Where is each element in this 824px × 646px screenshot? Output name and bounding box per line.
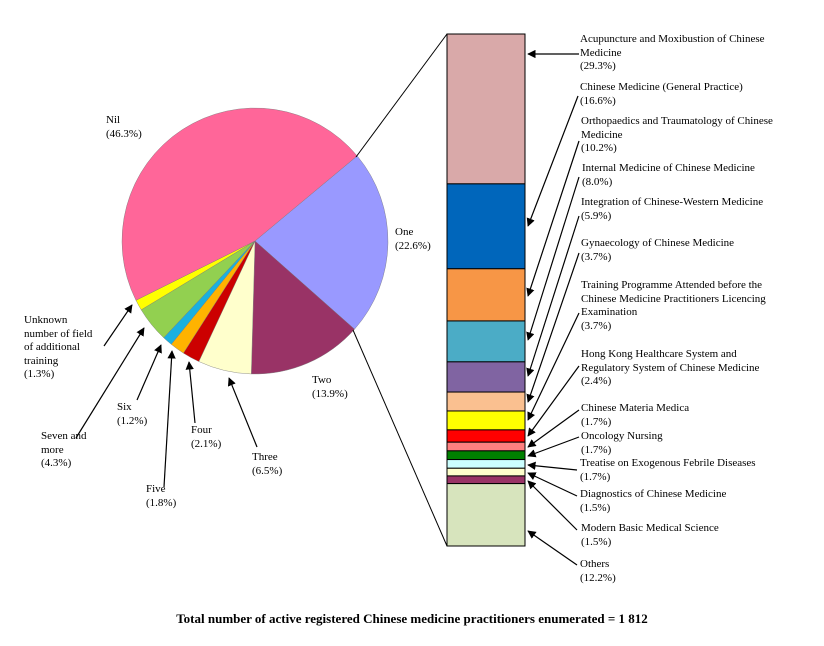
pie-label-six: Six (1.2%) bbox=[117, 401, 148, 427]
pie-slice-one bbox=[254, 155, 389, 330]
pie-label-three: Three (6.5%) bbox=[252, 451, 283, 477]
pie-label-unknown: Unknown number of field of additional tr… bbox=[24, 314, 93, 380]
pie-leader-arrows bbox=[75, 304, 258, 488]
connector-lines bbox=[352, 33, 448, 547]
arrow-six bbox=[136, 344, 162, 401]
bar-label-internal-medicine: Internal Medicine of Chinese Medicine (8.… bbox=[582, 162, 755, 188]
bar-label-febrile: Treatise on Exogenous Febrile Diseases (1… bbox=[580, 457, 756, 483]
bar-segment-chinese-materia-medica bbox=[446, 441, 526, 452]
bar-segment-integration-of-chinese-western-medicine bbox=[446, 361, 526, 393]
bar-leader-arrows bbox=[526, 49, 580, 566]
bar-segment-others bbox=[446, 483, 526, 547]
arrow-general-practice bbox=[526, 95, 579, 227]
connector-top-line bbox=[355, 33, 448, 158]
arrow-unknown bbox=[103, 304, 133, 347]
pie-label-seven-and-more: Seven and more (4.3%) bbox=[41, 430, 87, 469]
arrow-internal-medicine bbox=[526, 176, 580, 341]
arrow-materia-medica bbox=[527, 409, 580, 448]
bar-segment-diagnostics-of-chinese-medicine bbox=[446, 467, 526, 477]
pie-label-five: Five (1.8%) bbox=[146, 483, 177, 509]
bar-label-materia-medica: Chinese Materia Medica (1.7%) bbox=[581, 402, 690, 428]
bar-label-integration: Integration of Chinese-Western Medicine(… bbox=[581, 196, 764, 222]
arrow-training-programme bbox=[527, 312, 580, 421]
bar-segment-internal-medicine-of-chinese-medicine bbox=[446, 320, 526, 363]
bar-label-orthopaedics: Orthopaedics and Traumatology of Chinese… bbox=[581, 115, 773, 154]
arrow-others bbox=[527, 530, 578, 566]
bar-label-hk-healthcare: Hong Kong Healthcare System and Regulato… bbox=[581, 348, 760, 387]
pie-label-four: Four (2.1%) bbox=[191, 424, 222, 450]
chart-footer-title: Total number of active registered Chines… bbox=[176, 611, 648, 626]
bar-label-acupuncture: Acupuncture and Moxibustion of Chinese M… bbox=[580, 33, 765, 72]
pie-label-one: One (22.6%) bbox=[395, 226, 431, 252]
arrow-gynaecology bbox=[526, 252, 580, 403]
bar-segment-chinese-medicine-general-practice- bbox=[446, 183, 526, 270]
bar-label-others: Others (12.2%) bbox=[580, 558, 616, 584]
pie-slice-two bbox=[251, 240, 355, 375]
bar-label-diagnostics: Diagnostics of Chinese Medicine (1.5%) bbox=[580, 488, 727, 514]
pie-label-two: Two (13.9%) bbox=[312, 374, 348, 400]
bar-segment-hong-kong-healthcare-system-and-regulato bbox=[446, 429, 526, 443]
arrow-integration bbox=[526, 215, 580, 377]
bar-segment-acupuncture-and-moxibustion-of-chinese-m bbox=[446, 33, 526, 185]
arrow-modern-basic bbox=[527, 480, 578, 531]
bar-segment-modern-basic-medical-science bbox=[446, 475, 526, 485]
bar-label-oncology: Oncology Nursing (1.7%) bbox=[581, 430, 663, 456]
pie-chart bbox=[121, 107, 389, 375]
arrow-febrile bbox=[527, 461, 578, 471]
arrow-three bbox=[227, 377, 258, 448]
arrow-diagnostics bbox=[527, 472, 578, 497]
bar-segment-training-programme-attended-before-the-c bbox=[446, 410, 526, 431]
bar-label-modern-basic: Modern Basic Medical Science (1.5%) bbox=[581, 522, 719, 548]
arrow-five bbox=[163, 350, 176, 488]
arrow-seven bbox=[75, 327, 145, 439]
bar-label-training-programme: Training Programme Attended before the C… bbox=[581, 279, 766, 332]
arrow-orthopaedics bbox=[526, 140, 580, 297]
pie-label-nil: Nil (46.3%) bbox=[106, 114, 142, 140]
bar-segment-oncology-nursing bbox=[446, 450, 526, 461]
bar-label-gynaecology: Gynaecology of Chinese Medicine (3.7%) bbox=[581, 237, 735, 263]
bar-label-general-practice: Chinese Medicine (General Practice) (16.6… bbox=[580, 81, 743, 107]
stacked-bar bbox=[446, 33, 526, 547]
pie-slice-nil bbox=[121, 107, 358, 301]
arrow-four bbox=[185, 361, 196, 424]
bar-segment-treatise-on-exogenous-febrile-diseases bbox=[446, 459, 526, 469]
connector-bottom-line bbox=[352, 329, 448, 547]
bar-segment-orthopaedics-and-traumatology-of-chinese bbox=[446, 268, 526, 322]
arrow-oncology bbox=[527, 436, 580, 458]
bar-segment-gynaecology-of-chinese-medicine bbox=[446, 391, 526, 412]
arrow-hk-healthcare bbox=[527, 365, 580, 437]
